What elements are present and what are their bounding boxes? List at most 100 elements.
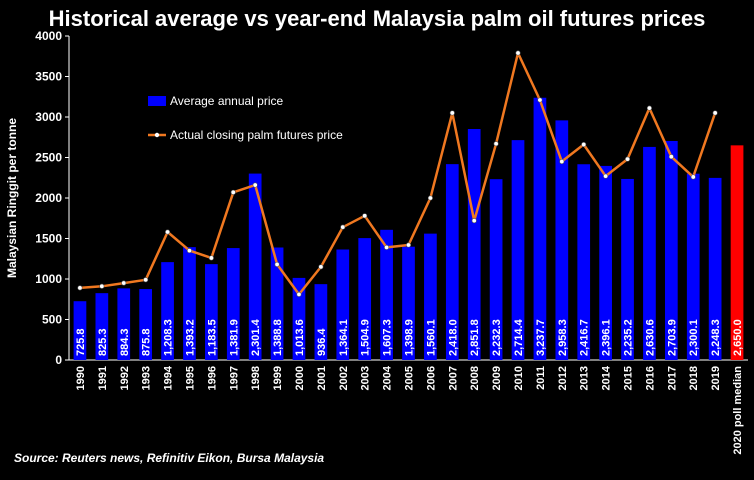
y-tick-label: 1500	[35, 232, 62, 246]
x-tick-label: 1992	[119, 366, 131, 390]
legend-label: Actual closing palm futures price	[170, 128, 343, 142]
bar	[599, 165, 612, 360]
bar-value-label: 2,248.3	[710, 319, 722, 356]
bar	[270, 247, 284, 360]
y-axis-label: Malaysian Ringgit per tonne	[5, 118, 19, 278]
bar-value-label: 1,607.3	[382, 319, 394, 356]
bar	[664, 140, 678, 360]
line-point	[165, 229, 171, 235]
y-tick-label: 2000	[35, 191, 62, 205]
bar	[95, 293, 109, 360]
bar	[161, 262, 174, 360]
y-tick-label: 4000	[35, 29, 62, 43]
bar-value-label: 825.3	[97, 328, 109, 356]
x-tick-label: 2011	[535, 366, 547, 390]
line-point	[186, 248, 192, 254]
line-point	[208, 255, 214, 261]
bar-value-label: 2,418.0	[447, 319, 459, 356]
x-tick-label: 2020 poll median	[732, 366, 744, 455]
bar-value-label: 2,703.9	[666, 319, 678, 356]
bar-value-label: 2,650.0	[732, 319, 744, 356]
x-tick-label: 1990	[75, 366, 87, 390]
x-tick-label: 1998	[250, 366, 262, 390]
bar	[555, 120, 569, 360]
x-tick-label: 2002	[338, 366, 350, 390]
line-point	[471, 218, 477, 224]
legend-label: Average annual price	[170, 94, 284, 108]
line-point	[449, 110, 455, 116]
x-tick-label: 2014	[601, 365, 613, 390]
bar-value-label: 1,504.9	[360, 319, 372, 356]
bar-value-label: 2,232.3	[491, 319, 503, 356]
bar	[708, 177, 722, 360]
line-point	[296, 291, 302, 297]
legend-swatch-bar	[148, 96, 166, 106]
bar-value-label: 1,560.1	[425, 319, 437, 356]
line-point	[362, 213, 368, 219]
x-tick-label: 2006	[425, 366, 437, 390]
bar	[643, 146, 656, 360]
line-point	[646, 105, 652, 111]
x-tick-label: 2008	[469, 366, 481, 390]
bar	[139, 289, 153, 360]
line-point	[537, 97, 543, 103]
x-tick-label: 1997	[228, 366, 240, 390]
bar-value-label: 2,396.1	[601, 319, 613, 356]
x-tick-label: 2019	[710, 366, 722, 390]
bar-value-label: 2,958.3	[557, 319, 569, 356]
chart-title: Historical average vs year-end Malaysia …	[48, 6, 706, 31]
bar-value-label: 2,851.8	[469, 319, 481, 356]
bar-value-label: 2,416.7	[579, 319, 591, 356]
x-tick-label: 2003	[360, 366, 372, 390]
line-point	[559, 159, 565, 165]
y-tick-label: 3500	[35, 70, 62, 84]
line-point	[318, 264, 324, 270]
bar-value-label: 2,301.4	[250, 318, 262, 356]
x-tick-label: 1995	[184, 366, 196, 390]
y-tick-label: 1000	[35, 272, 62, 286]
line-point	[690, 174, 696, 180]
x-tick-label: 2007	[447, 366, 459, 390]
x-tick-label: 2010	[513, 366, 525, 390]
bar	[577, 164, 591, 360]
x-tick-label: 1996	[206, 366, 218, 390]
bar-value-label: 2,300.1	[688, 319, 700, 356]
x-tick-label: 2001	[316, 366, 328, 390]
line-point	[405, 242, 411, 248]
bar	[533, 97, 547, 360]
bar	[402, 246, 415, 360]
bar	[205, 264, 218, 360]
chart-source: Source: Reuters news, Refinitiv Eikon, B…	[14, 451, 325, 465]
series-line	[79, 51, 717, 296]
x-tick-label: 2016	[644, 366, 656, 390]
x-tick-label: 1999	[272, 366, 284, 390]
x-tick-label: 2018	[688, 366, 700, 390]
bar-value-label: 1,013.6	[294, 319, 306, 356]
y-tick-label: 2500	[35, 151, 62, 165]
line-point	[581, 142, 587, 148]
line-point	[384, 244, 390, 250]
bar	[314, 284, 328, 360]
x-tick-label: 2005	[404, 366, 416, 390]
x-tick-label: 2000	[294, 366, 306, 390]
bar-value-label: 1,208.3	[163, 319, 175, 356]
y-tick-label: 3000	[35, 110, 62, 124]
bar-value-label: 1,393.2	[184, 319, 196, 356]
line-point	[143, 277, 149, 283]
line-point	[668, 154, 674, 160]
bar	[292, 277, 306, 360]
bar	[686, 173, 700, 360]
bar-value-label: 1,381.9	[228, 319, 240, 356]
bar	[511, 140, 525, 360]
bar	[336, 249, 350, 360]
bar-value-label: 936.4	[316, 328, 328, 356]
bar-value-label: 1,183.5	[206, 319, 218, 356]
bar-value-label: 2,630.6	[644, 319, 656, 356]
x-tick-label: 1994	[163, 365, 175, 390]
bar	[445, 164, 459, 360]
bar	[117, 288, 131, 360]
x-tick-label: 2013	[579, 366, 591, 390]
y-tick-label: 0	[55, 353, 62, 367]
bar-value-label: 725.8	[75, 328, 87, 356]
